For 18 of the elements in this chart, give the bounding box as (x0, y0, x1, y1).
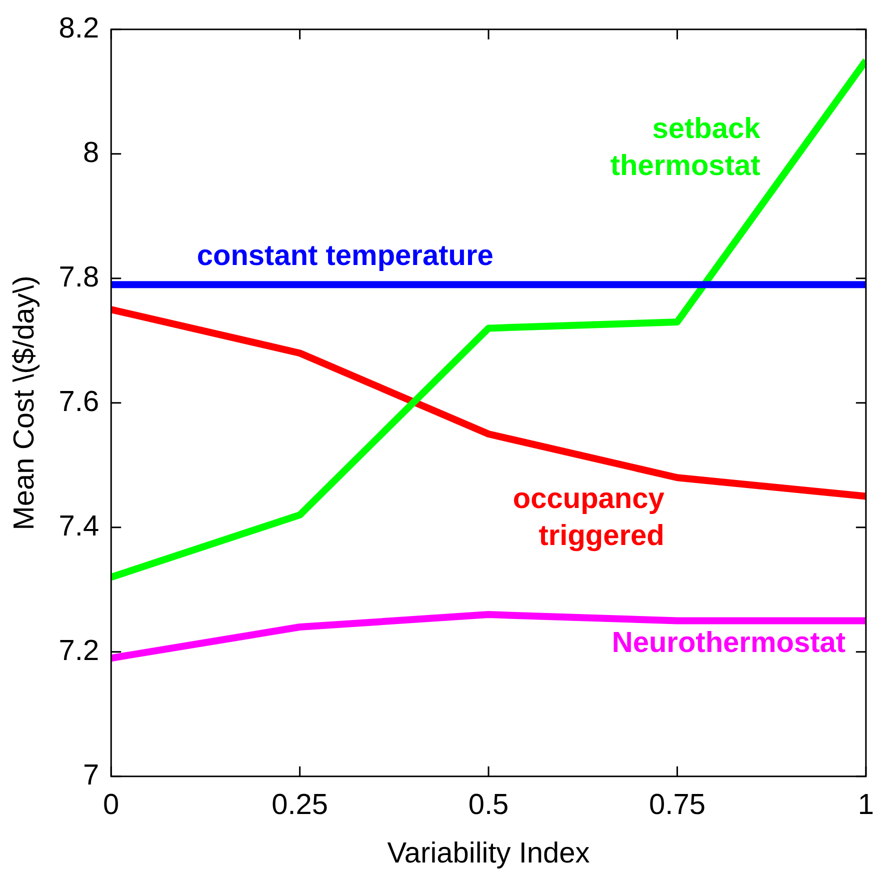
y-tick-label: 8.2 (58, 12, 100, 44)
series-label: Neurothermostat (612, 627, 846, 660)
y-axis-title: Mean Cost \($/day\) (8, 276, 40, 530)
x-tick-label: 0.5 (468, 788, 509, 821)
y-tick-label: 7.4 (58, 510, 100, 542)
x-tick-label: 0.25 (272, 788, 328, 821)
y-tick-label: 7.2 (58, 634, 100, 667)
x-tick-label: 0 (103, 788, 120, 821)
y-tick-label: 7.8 (58, 261, 100, 294)
series-label: constant temperature (196, 240, 494, 272)
y-tick-label: 7 (82, 759, 100, 792)
series-label: setback thermostat (610, 113, 762, 182)
x-tick-label: 1 (858, 788, 874, 821)
x-axis-title: Variability Index (387, 838, 590, 870)
x-tick-label: 0.75 (649, 788, 706, 821)
series-label: occupancy triggered (512, 483, 664, 552)
y-tick-label: 7.6 (58, 386, 100, 418)
y-tick-label: 8 (82, 136, 100, 169)
